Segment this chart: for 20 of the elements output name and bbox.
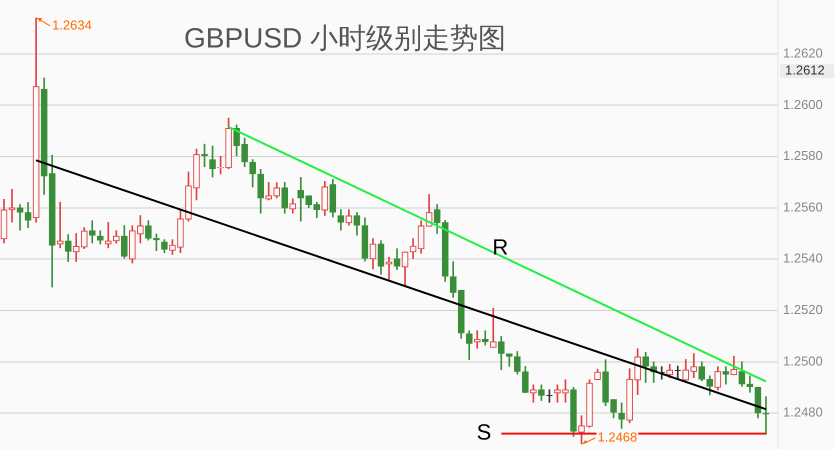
candlestick [201, 144, 208, 168]
candlestick [16, 204, 24, 230]
candlestick [562, 379, 569, 403]
text: 1.2612 [785, 62, 825, 78]
text: GBPUSD 小时级别走势图 [184, 22, 506, 54]
annotation: 1.2468 [597, 429, 638, 444]
y-tick-label: 1.2620 [783, 45, 823, 60]
y-tick-label: 1.2520 [783, 302, 823, 318]
y-tick-label: 1.2540 [783, 250, 823, 266]
candlestick [217, 156, 224, 174]
candlestick [554, 384, 561, 403]
y-tick-label: 1.2480 [783, 404, 823, 420]
y-tick-label: 1.2600 [783, 96, 823, 112]
y-tick-label: 1.2560 [783, 199, 823, 214]
y-tick-label: 1.2500 [783, 353, 823, 368]
series-label: R [492, 234, 508, 260]
annotation: 1.2634 [52, 18, 92, 33]
candlestick [386, 256, 392, 280]
y-tick-label: 1.2580 [783, 148, 823, 164]
series-label: S [476, 420, 492, 445]
